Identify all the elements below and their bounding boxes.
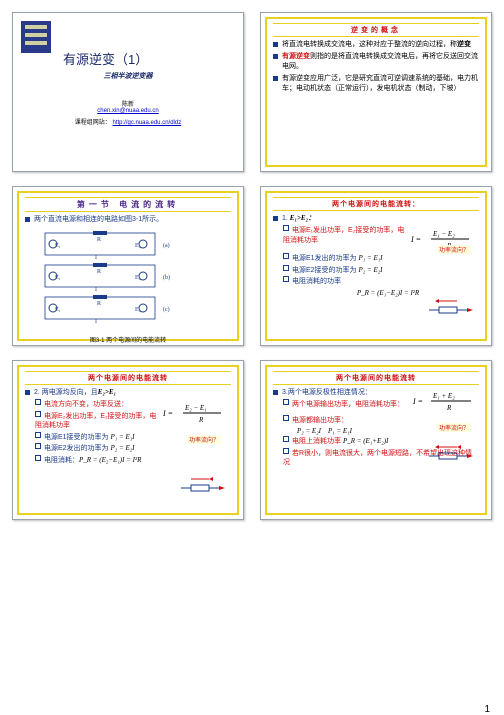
bullet: 有源逆变应用广泛，它是研究直流可逆调速系统的基础，电力机车；电动机状态（正常运行… bbox=[273, 74, 479, 93]
bullet-icon bbox=[25, 217, 30, 222]
svg-text:R: R bbox=[97, 301, 101, 307]
bullet-icon bbox=[273, 390, 278, 395]
svg-text:R: R bbox=[97, 269, 101, 275]
bullet: 3.两个电源反极性相连情况： bbox=[273, 388, 413, 397]
sub-bullet: 电阻消耗的功率 bbox=[283, 277, 479, 286]
svg-text:E₁: E₁ bbox=[55, 243, 61, 249]
slide-grid: 有源逆变（1） 三相半波逆变器 陈新 chen.xin@nuaa.edu.cn … bbox=[12, 12, 492, 520]
slide-case1: 两个电源间的电能流转： 1. E₁>E₂： 电源E₁发出功率，E₂接受的功率，电… bbox=[260, 186, 492, 346]
bullet: 将直流电转换成交流电，这种对应于整流的逆向过程，称逆变 bbox=[273, 40, 479, 49]
sub-bullet: 电源E2接受的功率为 P₂ = E₂I bbox=[283, 266, 479, 275]
flow-question: 功率流向？ bbox=[437, 245, 471, 254]
slide-section1: 第一节 电流的流转 两个直流电源和相连的电路如图3-1所示。 E₁E₂RI(a)… bbox=[12, 186, 244, 346]
case-text: 2. 两电源均反向，且 bbox=[34, 389, 98, 396]
svg-text:I =: I = bbox=[162, 409, 173, 418]
deco-box bbox=[21, 21, 51, 53]
main-title: 有源逆变（1） bbox=[63, 49, 148, 68]
formula-PR: P_R = (E₁−E₂)I = I²R bbox=[303, 289, 473, 297]
resistor-icon bbox=[427, 445, 475, 467]
resistor-icon bbox=[427, 299, 475, 321]
bullet-text: 有源逆变应用广泛，它是研究直流可逆调速系统的基础，电力机车；电动机状态（正常运行… bbox=[282, 74, 479, 93]
bullet-text: 则指的是将直流电转换成交流电后，再将它反送回交流电网。 bbox=[282, 53, 478, 69]
sub-bullet: 电阻消耗：P_R = (E₂−E₁)I = I²R bbox=[35, 456, 231, 465]
bullet-icon bbox=[25, 390, 30, 395]
flow-question: 功率流向？ bbox=[187, 435, 221, 444]
svg-text:R: R bbox=[198, 416, 204, 424]
svg-text:I: I bbox=[95, 319, 97, 325]
slide-case2: 两个电源间的电能流转 2. 两电源均反向，且E₂>E₁ 电流方向不变，功率反送：… bbox=[12, 360, 244, 520]
svg-text:I =: I = bbox=[410, 235, 421, 244]
slide-cover: 有源逆变（1） 三相半波逆变器 陈新 chen.xin@nuaa.edu.cn … bbox=[12, 12, 244, 172]
bullet-icon bbox=[273, 54, 278, 59]
url-row: 课程组网站： http://gc.nuaa.edu.cn/dldz bbox=[13, 117, 243, 126]
slide-title: 第一节 电流的流转 bbox=[25, 197, 231, 212]
svg-text:I =: I = bbox=[413, 397, 423, 406]
svg-text:I: I bbox=[95, 255, 97, 261]
bullet-text: 两个直流电源和相连的电路如图3-1所示。 bbox=[34, 215, 231, 224]
case-cond: E₂>E₁ bbox=[98, 388, 116, 396]
bullet-text: 将直流电转换成交流电，这种对应于整流的逆向过程，称 bbox=[282, 41, 457, 48]
svg-text:E₁: E₁ bbox=[55, 275, 61, 281]
sub-bullet: 电源E₁发出功率，E₂接受的功率，电阻消耗功率 bbox=[283, 226, 409, 245]
course-url[interactable]: http://gc.nuaa.edu.cn/dldz bbox=[112, 120, 181, 126]
sub-bullet: 电源E2发出的功率为 P₂ = E₂I bbox=[35, 444, 231, 453]
svg-text:E₂ − E₁: E₂ − E₁ bbox=[184, 404, 207, 412]
svg-text:R: R bbox=[97, 237, 101, 243]
slide-case3: 两个电源间的电能流转 3.两个电源反极性相连情况： 两个电源输出功率，电阻消耗功… bbox=[260, 360, 492, 520]
bullet: 两个直流电源和相连的电路如图3-1所示。 bbox=[25, 215, 231, 224]
svg-text:(c): (c) bbox=[163, 306, 170, 313]
url-label: 课程组网站： bbox=[75, 120, 111, 126]
bullet-icon bbox=[273, 76, 278, 81]
svg-text:R: R bbox=[446, 404, 452, 412]
figure-caption: 图3-1 两个电源间的电能流转 bbox=[25, 335, 231, 344]
formula-I: I = E₂ − E₁ R bbox=[161, 400, 231, 426]
case-cond: E₁>E₂： bbox=[290, 214, 315, 222]
svg-text:E₁ + E₂: E₁ + E₂ bbox=[432, 392, 455, 400]
svg-text:(b): (b) bbox=[163, 274, 170, 281]
case-text: 3.两个电源反极性相连情况： bbox=[282, 388, 413, 397]
bullet: 2. 两电源均反向，且E₂>E₁ bbox=[25, 388, 231, 397]
svg-text:E₁: E₁ bbox=[55, 307, 61, 313]
slide-title: 两个电源间的电能流转 bbox=[25, 371, 231, 385]
sub-bullet: 电源E1发出的功率为 P₁ = E₁I bbox=[283, 254, 479, 263]
resistor-icon bbox=[179, 477, 227, 499]
slide-title: 逆变的概念 bbox=[273, 23, 479, 37]
formula-I: I = E₁ + E₂ R bbox=[413, 388, 479, 414]
bullet: 有源逆变则指的是将直流电转换成交流电后，再将它反送回交流电网。 bbox=[273, 52, 479, 71]
bullet-icon bbox=[273, 42, 278, 47]
slide-title: 两个电源间的电能流转 bbox=[273, 371, 479, 385]
author-block: 陈新 chen.xin@nuaa.edu.cn bbox=[13, 99, 243, 114]
bullet-bold: 有源逆变 bbox=[282, 53, 310, 60]
page-number: 1 bbox=[484, 704, 490, 715]
slide-concept: 逆变的概念 将直流电转换成交流电，这种对应于整流的逆向过程，称逆变 有源逆变则指… bbox=[260, 12, 492, 172]
slide-title: 两个电源间的电能流转： bbox=[273, 197, 479, 211]
flow-question: 功率流向？ bbox=[437, 423, 471, 432]
sub-bullet: 电源E₂发出功率，E₁接受的功率，电阻消耗功率 bbox=[35, 412, 161, 431]
bullet: 1. E₁>E₂： bbox=[273, 214, 479, 223]
circuit-diagram: E₁E₂RI(a) E₁E₂RI(b) E₁E₂RI(c) bbox=[25, 229, 195, 329]
sub-title: 三相半波逆变器 bbox=[13, 71, 243, 81]
author-email[interactable]: chen.xin@nuaa.edu.cn bbox=[97, 108, 158, 114]
sub-bullet: 两个电源输出功率，电阻消耗功率： bbox=[283, 400, 413, 409]
bullet-bold: 逆变 bbox=[457, 41, 471, 48]
svg-text:(a): (a) bbox=[163, 242, 170, 249]
svg-text:E₁ − E₂: E₁ − E₂ bbox=[432, 230, 455, 238]
bullet-icon bbox=[273, 216, 278, 221]
case-num: 1. bbox=[282, 215, 290, 222]
sub-bullet: 电流方向不变，功率反送： bbox=[35, 400, 161, 409]
svg-text:I: I bbox=[95, 287, 97, 293]
